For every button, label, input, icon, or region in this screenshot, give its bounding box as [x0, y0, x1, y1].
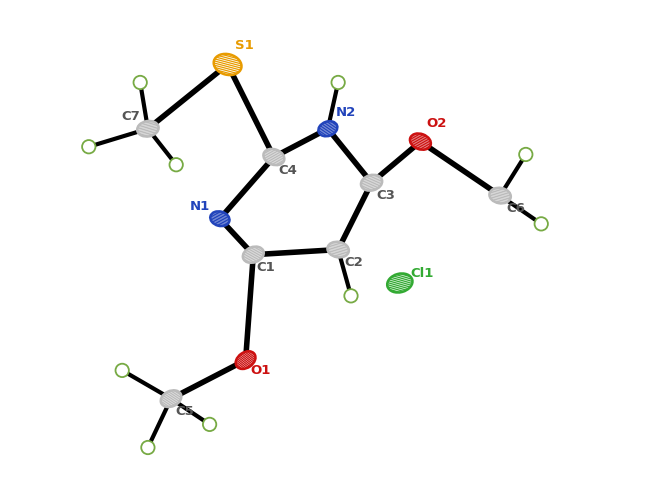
Circle shape	[170, 158, 183, 171]
Ellipse shape	[210, 211, 230, 226]
Ellipse shape	[243, 247, 264, 263]
Text: N1: N1	[190, 200, 210, 212]
Ellipse shape	[410, 133, 431, 150]
Text: O2: O2	[427, 117, 447, 130]
Text: C6: C6	[506, 202, 525, 215]
Text: O1: O1	[250, 364, 271, 376]
Text: C1: C1	[256, 261, 274, 274]
Ellipse shape	[318, 121, 338, 136]
Ellipse shape	[263, 149, 284, 165]
Circle shape	[535, 217, 548, 231]
Ellipse shape	[137, 121, 159, 136]
Text: C2: C2	[344, 256, 363, 269]
Ellipse shape	[214, 54, 242, 75]
Circle shape	[332, 76, 345, 89]
Circle shape	[344, 289, 358, 302]
Ellipse shape	[387, 274, 412, 292]
Ellipse shape	[236, 351, 256, 369]
Ellipse shape	[490, 188, 511, 204]
Circle shape	[82, 140, 95, 154]
Circle shape	[115, 364, 129, 377]
Text: Cl1: Cl1	[410, 267, 434, 281]
Text: C5: C5	[175, 405, 194, 418]
Text: C3: C3	[377, 189, 396, 202]
Circle shape	[141, 441, 155, 454]
Ellipse shape	[328, 242, 349, 257]
Text: S1: S1	[235, 39, 254, 51]
Circle shape	[133, 76, 147, 89]
Text: C4: C4	[278, 164, 297, 176]
Ellipse shape	[361, 175, 382, 191]
Ellipse shape	[161, 390, 181, 407]
Circle shape	[203, 418, 216, 431]
Circle shape	[519, 148, 533, 161]
Text: N2: N2	[336, 107, 356, 120]
Text: C7: C7	[121, 110, 140, 123]
